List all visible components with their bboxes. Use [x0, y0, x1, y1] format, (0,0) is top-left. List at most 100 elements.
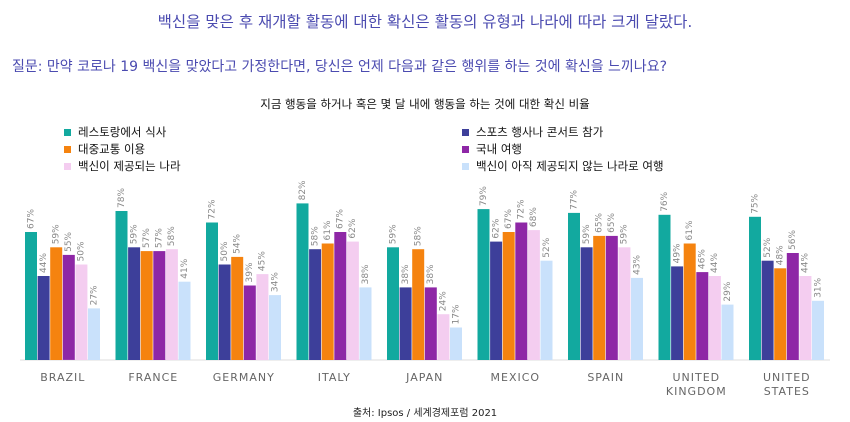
bar — [540, 260, 553, 360]
data-label: 31% — [813, 277, 823, 297]
bar — [450, 327, 462, 360]
bar — [140, 251, 153, 360]
data-label: 46% — [698, 249, 708, 269]
data-label: 79% — [479, 186, 489, 206]
bar — [812, 300, 824, 360]
bar — [25, 232, 37, 360]
data-label: 27% — [89, 285, 99, 305]
bar — [153, 251, 166, 360]
data-label: 45% — [258, 251, 268, 271]
legend-item-transit: 대중교통 이용 — [64, 141, 145, 157]
data-label: 43% — [632, 254, 642, 274]
legend-item-restaurant: 레스토랑에서 식사 — [64, 124, 166, 140]
bar — [269, 295, 281, 360]
data-label: 61% — [685, 220, 695, 240]
bar — [593, 235, 606, 360]
legend-swatch — [64, 128, 71, 136]
bar — [37, 276, 50, 360]
data-label: 77% — [569, 189, 579, 209]
legend-label: 백신이 제공되는 나라 — [78, 159, 181, 173]
data-label: 44% — [801, 253, 811, 273]
bar — [62, 254, 75, 360]
data-label: 72% — [517, 199, 527, 219]
data-label: 76% — [660, 191, 670, 211]
data-label: 61% — [323, 220, 333, 240]
bar — [721, 304, 734, 360]
bar — [774, 268, 787, 360]
data-label: 38% — [426, 264, 436, 284]
bar — [334, 232, 347, 360]
data-label: 59% — [388, 224, 398, 244]
bar — [605, 235, 618, 360]
bar — [399, 287, 412, 360]
bar — [527, 230, 540, 360]
data-label: 82% — [298, 180, 308, 200]
chart-title: 지금 행동을 하거나 혹은 몇 달 내에 행동을 하는 것에 대한 확신 비율 — [260, 97, 590, 111]
data-label: 52% — [763, 237, 773, 257]
category-label: KINGDOM — [666, 385, 727, 398]
data-label: 34% — [270, 272, 280, 292]
bar — [75, 264, 88, 360]
data-label: 56% — [788, 230, 798, 250]
bar — [708, 276, 721, 360]
data-label: 50% — [220, 241, 230, 261]
bar — [387, 247, 399, 360]
legend-label: 국내 여행 — [476, 142, 522, 156]
legend-swatch — [64, 145, 71, 153]
data-label: 58% — [167, 226, 177, 246]
legend-item-vaccine-country: 백신이 제공되는 나라 — [64, 158, 181, 174]
legend-item-no-vaccine-country: 백신이 아직 제공되지 않는 나라로 여행 — [462, 158, 664, 174]
bar — [683, 243, 696, 360]
bar — [580, 247, 593, 360]
bar — [502, 232, 515, 360]
legend-swatch — [64, 162, 71, 170]
bar — [296, 203, 309, 360]
data-label: 65% — [595, 212, 605, 232]
bar — [477, 209, 490, 360]
data-label: 62% — [491, 218, 501, 238]
data-label: 54% — [233, 233, 243, 253]
bar — [128, 247, 141, 360]
data-label: 38% — [361, 264, 371, 284]
bar — [115, 211, 128, 360]
data-label: 67% — [26, 209, 36, 229]
bar — [50, 247, 63, 360]
bar — [359, 287, 372, 360]
bar — [424, 287, 437, 360]
legend-swatch — [462, 128, 469, 136]
data-label: 65% — [607, 212, 617, 232]
legend-label: 대중교통 이용 — [78, 142, 146, 156]
category-label: STATES — [764, 385, 810, 398]
legend-swatch — [462, 162, 469, 170]
data-label: 58% — [310, 226, 320, 246]
data-label: 62% — [348, 218, 358, 238]
bar — [515, 222, 528, 360]
category-label: UNITED — [672, 371, 720, 384]
bar — [218, 264, 231, 360]
bar — [631, 277, 643, 360]
bar — [309, 249, 322, 360]
bar — [346, 241, 359, 360]
data-label: 59% — [620, 224, 630, 244]
bar — [658, 214, 671, 360]
legend-item-sports-concert: 스포츠 행사나 콘서트 참가 — [462, 124, 603, 140]
data-label: 68% — [529, 207, 539, 227]
data-label: 48% — [776, 245, 786, 265]
data-label: 39% — [245, 262, 255, 282]
category-label: JAPAN — [405, 371, 443, 384]
bar — [799, 276, 812, 360]
data-label: 41% — [180, 258, 190, 278]
data-label: 58% — [414, 226, 424, 246]
data-label: 78% — [117, 188, 127, 208]
bar — [490, 241, 503, 360]
bar — [761, 260, 774, 360]
data-label: 52% — [542, 237, 552, 257]
data-label: 59% — [129, 224, 139, 244]
bar — [696, 272, 709, 360]
bar — [256, 274, 269, 361]
bar — [206, 222, 218, 360]
bar — [568, 212, 580, 360]
legend-swatch — [462, 145, 469, 153]
data-label: 59% — [52, 224, 62, 244]
